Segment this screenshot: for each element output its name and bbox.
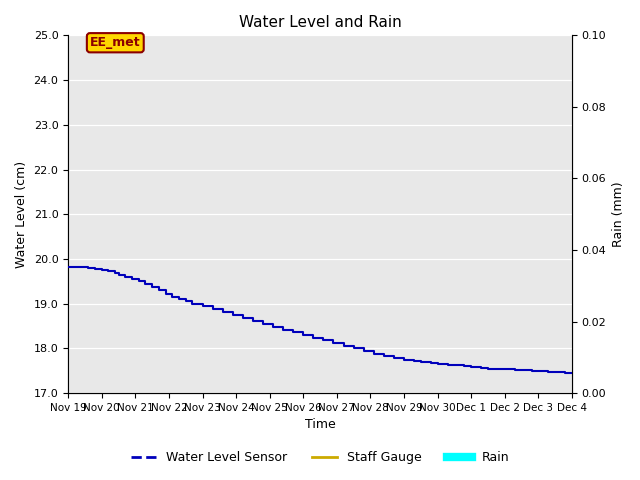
X-axis label: Time: Time — [305, 419, 335, 432]
Text: EE_met: EE_met — [90, 36, 141, 49]
Title: Water Level and Rain: Water Level and Rain — [239, 15, 401, 30]
Y-axis label: Rain (mm): Rain (mm) — [612, 181, 625, 247]
Legend: Water Level Sensor, Staff Gauge, Rain: Water Level Sensor, Staff Gauge, Rain — [125, 446, 515, 469]
Bar — [99, 36, 105, 393]
Y-axis label: Water Level (cm): Water Level (cm) — [15, 161, 28, 268]
Bar — [107, 36, 113, 393]
